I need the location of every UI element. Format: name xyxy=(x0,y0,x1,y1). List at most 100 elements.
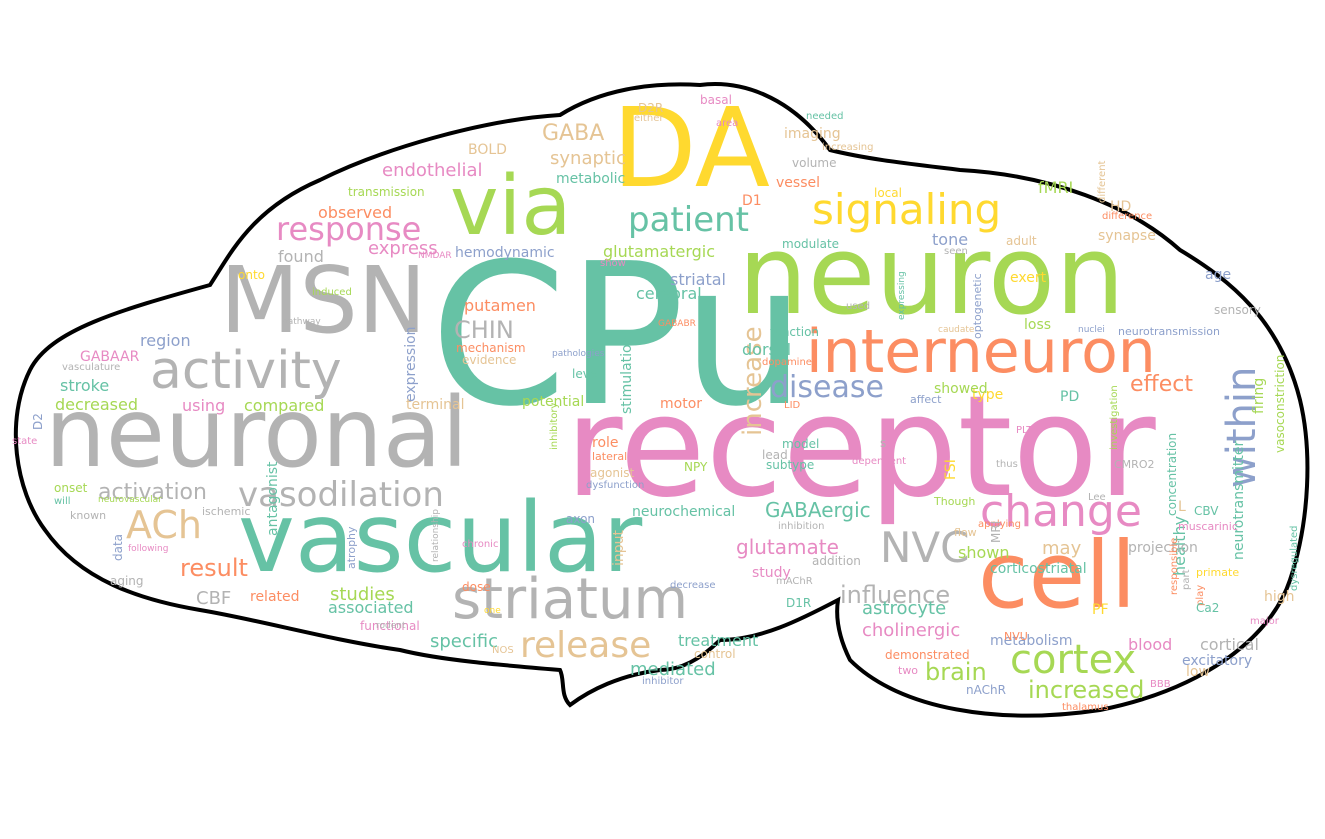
word-seen: seen xyxy=(944,246,968,257)
word-glutamate: glutamate xyxy=(736,535,839,559)
word-d2r: D2R xyxy=(638,101,664,115)
word-found: found xyxy=(278,247,324,266)
word-role: role xyxy=(592,435,619,451)
word-agonist: agonist xyxy=(590,466,635,480)
word-metabolism: metabolism xyxy=(990,633,1073,649)
word-cell: cell xyxy=(978,522,1137,629)
word-chronic: chronic xyxy=(462,539,499,550)
word-machr: mAChR xyxy=(776,576,813,587)
word-vasculature: vasculature xyxy=(62,362,121,373)
word-associated: associated xyxy=(328,598,414,617)
word-concentration: concentration xyxy=(1165,432,1179,516)
word-study: study xyxy=(752,565,791,581)
word-investigation: investigation xyxy=(1109,385,1120,450)
word-neurotransmission: neurotransmission xyxy=(1118,325,1220,338)
word-show: show xyxy=(600,258,626,269)
word-antagonist: antagonist xyxy=(265,461,281,536)
word-hd: HD xyxy=(1110,199,1132,215)
word-cortex: cortex xyxy=(1010,637,1137,683)
word-s: s xyxy=(880,436,887,450)
word-pf: PF xyxy=(1092,602,1109,618)
word-dose: dose xyxy=(462,580,491,594)
word-atrophy: atrophy xyxy=(345,526,358,569)
word-addition: addition xyxy=(812,554,861,568)
word-dysregulated: dysregulated xyxy=(1289,525,1300,591)
word-onset: onset xyxy=(54,481,88,495)
word-nuclei: nuclei xyxy=(1078,325,1105,335)
word-volume: volume xyxy=(792,156,837,170)
word-thalamus: thalamus xyxy=(1062,702,1109,713)
word-via: via xyxy=(450,159,572,254)
word-l: L xyxy=(1178,499,1186,515)
word-brain: brain xyxy=(925,658,987,686)
word-caudate: caudate xyxy=(938,325,975,335)
word-difference: difference xyxy=(1102,211,1153,222)
word-ca2: Ca2 xyxy=(1196,601,1220,615)
word-neurovascular: neurovascular xyxy=(98,495,162,505)
word-chin: CHIN xyxy=(454,316,514,344)
word-though: Though xyxy=(934,495,976,508)
word-inhibitory: inhibitory xyxy=(549,402,560,450)
word-major: major xyxy=(1250,616,1279,627)
word-needed: needed xyxy=(806,111,844,122)
word-lee: Lee xyxy=(1088,492,1106,503)
word-related: related xyxy=(250,589,300,605)
word-sensory: sensory xyxy=(1214,303,1261,317)
brain-outline-path xyxy=(13,82,1310,718)
word-responsible: responsible xyxy=(1169,537,1180,595)
word-blood: blood xyxy=(1128,635,1173,654)
word-vasoconstriction: vasoconstriction xyxy=(1273,354,1287,453)
word-expressing: expressing xyxy=(897,271,907,320)
word-axon: axon xyxy=(566,512,596,526)
word-model: model xyxy=(782,437,820,451)
word-showed: showed xyxy=(934,381,988,397)
word-increasing: increasing xyxy=(822,142,874,153)
word-neuron: neuron xyxy=(738,211,1125,339)
word-functional: functional xyxy=(360,619,420,633)
word-gabaergic: GABAergic xyxy=(765,498,871,522)
word-mechanism: mechanism xyxy=(456,341,526,355)
word-release: release xyxy=(520,625,652,666)
word-neurochemical: neurochemical xyxy=(632,504,736,520)
word-striatum: striatum xyxy=(452,567,689,632)
word-using: using xyxy=(182,396,226,415)
word-fmri: fMRI xyxy=(1038,178,1074,197)
word-state: state xyxy=(12,436,38,447)
word-dysfunction: dysfunction xyxy=(586,480,645,491)
word-corticostriatal: corticostriatal xyxy=(990,561,1087,577)
word-compared: compared xyxy=(244,396,325,415)
word-cbv: CBV xyxy=(1194,504,1219,518)
word-potential: potential xyxy=(522,394,585,410)
word-known: known xyxy=(70,509,107,522)
word-part: part xyxy=(1181,569,1192,590)
word-receptor: receptor xyxy=(565,366,1156,529)
word-terminal: terminal xyxy=(406,397,465,413)
word-d2: D2 xyxy=(31,413,45,430)
word-imaging: imaging xyxy=(784,126,841,142)
word-local: local xyxy=(874,186,902,200)
word-cpu: CPu xyxy=(430,222,806,450)
word-striatal: striatal xyxy=(670,270,726,289)
word-muscarinic: muscarinic xyxy=(1178,520,1238,533)
word-disease: disease xyxy=(770,370,884,405)
word-function: function xyxy=(770,325,820,339)
word-nachr: nAChR xyxy=(966,683,1006,697)
word-stimulation: stimulation xyxy=(619,335,635,414)
word-flow: flow xyxy=(954,526,977,539)
word-da: DA xyxy=(612,84,771,212)
word-response: response xyxy=(276,210,422,248)
word-astrocyte: astrocyte xyxy=(862,598,947,619)
word-level: level xyxy=(572,367,601,381)
word-vessel: vessel xyxy=(776,175,820,191)
word-projection: projection xyxy=(1128,540,1198,556)
word-used: used xyxy=(846,301,871,312)
word-mediated: mediated xyxy=(630,659,716,680)
word-mri: MRI xyxy=(989,520,1003,543)
word-low: low xyxy=(1186,664,1210,680)
word-nmdar: NMDAR xyxy=(418,251,452,261)
word-rodent: rodent xyxy=(376,621,406,631)
word-msn: MSN xyxy=(220,247,427,354)
word-cbf: CBF xyxy=(196,588,232,609)
